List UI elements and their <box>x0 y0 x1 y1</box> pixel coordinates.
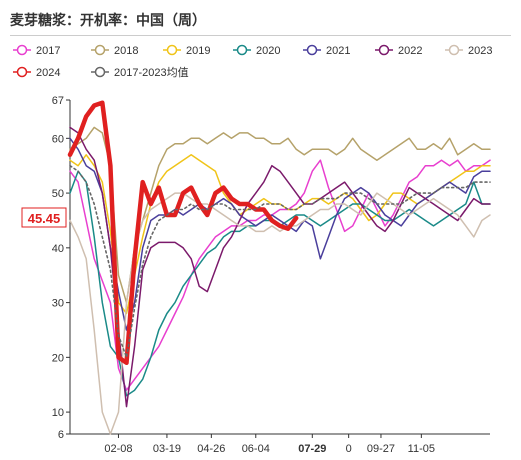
y-tick-label: 60 <box>52 133 64 145</box>
y-tick-label: 10 <box>52 407 64 419</box>
legend-item[interactable]: 2022 <box>375 44 422 57</box>
x-tick-label: 06-04 <box>242 443 270 455</box>
last-value-box <box>21 207 67 228</box>
series-line-5 <box>69 137 491 331</box>
legend-item[interactable]: 2017 <box>13 44 60 57</box>
y-tick-label: 6 <box>58 429 64 441</box>
legend-swatch-marker <box>16 66 28 78</box>
legend-swatch-marker <box>236 44 248 56</box>
legend-label: 2017 <box>36 45 60 57</box>
legend-swatch-marker <box>448 44 460 56</box>
x-tick-label: 07-29 <box>298 443 326 455</box>
last-value-tag: 45.45 <box>21 207 67 228</box>
legend-item[interactable]: 2023 <box>445 44 492 57</box>
legend-item[interactable]: 2017-2023均值 <box>91 66 189 79</box>
x-tick-label: 11-05 <box>408 443 435 455</box>
legend-label: 2018 <box>114 45 138 57</box>
y-tick-label: 40 <box>52 243 64 255</box>
title-divider <box>10 35 511 36</box>
legend-label: 2023 <box>468 45 492 57</box>
y-tick-label: 50 <box>52 188 64 200</box>
x-tick-label: 03-19 <box>153 443 181 455</box>
x-tick-label: 02-08 <box>104 443 132 455</box>
legend-item[interactable]: 2018 <box>91 44 138 57</box>
legend-swatch-marker <box>166 44 178 56</box>
last-value-label: 45.45 <box>28 211 61 226</box>
y-tick-label: 67 <box>52 95 64 107</box>
legend-label: 2024 <box>36 67 60 79</box>
series-line-9 <box>69 164 491 359</box>
legend-swatch-marker <box>94 66 106 78</box>
legend-label: 2022 <box>398 45 422 57</box>
series-line-7 <box>69 192 491 435</box>
legend-item[interactable]: 2019 <box>163 44 210 57</box>
legend-item[interactable]: 2021 <box>303 44 350 57</box>
legend-label: 2019 <box>186 45 210 57</box>
legend-swatch-marker <box>16 44 28 56</box>
x-tick-label: 04-26 <box>197 443 225 455</box>
chart-title: 麦芽糖浆：开机率：中国（周） <box>10 12 206 28</box>
legend-swatch-marker <box>378 44 390 56</box>
legend-swatch-marker <box>306 44 318 56</box>
legend-item[interactable]: 2024 <box>13 66 60 79</box>
x-tick-label: 0 <box>346 443 352 455</box>
series-line-1 <box>69 159 491 391</box>
legend-item[interactable]: 2020 <box>233 44 280 57</box>
legend-label: 2021 <box>326 45 350 57</box>
series-line-8 <box>67 100 299 366</box>
y-tick-label: 30 <box>52 298 64 310</box>
y-tick-label: 20 <box>52 352 64 364</box>
legend-label: 2020 <box>256 45 280 57</box>
legend-label: 2017-2023均值 <box>114 66 189 79</box>
legend-swatch-marker <box>94 44 106 56</box>
x-tick-label: 09-27 <box>367 443 395 455</box>
series-line-6 <box>69 126 491 408</box>
